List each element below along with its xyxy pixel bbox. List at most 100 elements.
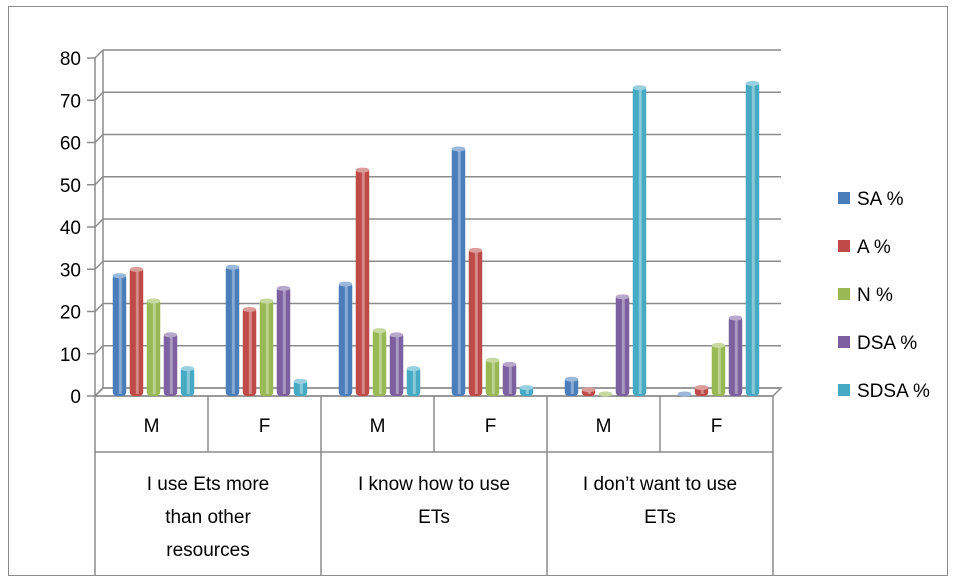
gridline-depth bbox=[94, 91, 104, 101]
x-group-label: ETs bbox=[644, 507, 676, 528]
y-tick-label: 80 bbox=[60, 49, 81, 70]
bar-highlight bbox=[700, 387, 704, 394]
bar bbox=[129, 266, 144, 396]
bar bbox=[242, 307, 257, 396]
bar-highlight bbox=[135, 269, 139, 394]
bar bbox=[225, 264, 240, 396]
legend-label: DSA % bbox=[857, 333, 917, 354]
bar-highlight bbox=[299, 381, 303, 394]
legend-label: N % bbox=[857, 285, 893, 306]
x-category-label: F bbox=[259, 416, 271, 437]
bar-highlight bbox=[265, 301, 269, 394]
bar-highlight bbox=[378, 330, 382, 394]
bar bbox=[502, 361, 517, 396]
gridline-depth bbox=[94, 218, 104, 228]
legend-swatch bbox=[838, 240, 850, 252]
bar-highlight bbox=[169, 334, 173, 394]
bar-highlight bbox=[152, 301, 156, 394]
x-group-label: I use Ets more bbox=[147, 474, 270, 495]
bar-highlight bbox=[282, 288, 286, 394]
bar-top bbox=[293, 378, 308, 384]
y-tick-label: 30 bbox=[60, 260, 81, 281]
bar bbox=[338, 281, 353, 396]
bar bbox=[632, 85, 647, 396]
bar bbox=[728, 315, 743, 396]
bar-top bbox=[163, 332, 178, 338]
bar-top bbox=[338, 281, 353, 287]
bar bbox=[276, 285, 291, 396]
bar-top bbox=[225, 264, 240, 270]
bar-top bbox=[242, 307, 257, 312]
y-tick-label: 40 bbox=[60, 218, 81, 239]
y-tick-label: 20 bbox=[60, 303, 81, 324]
bar-top bbox=[485, 357, 500, 363]
y-tick-label: 60 bbox=[60, 134, 81, 155]
bar bbox=[598, 391, 613, 397]
bar-top bbox=[677, 391, 692, 397]
legend-label: SDSA % bbox=[857, 381, 930, 402]
bar-highlight bbox=[734, 317, 738, 394]
gridline-depth bbox=[94, 387, 104, 397]
bar bbox=[615, 294, 630, 396]
bar bbox=[293, 378, 308, 396]
bar bbox=[146, 298, 161, 396]
bar bbox=[468, 247, 483, 396]
bar-top bbox=[598, 391, 613, 397]
bar-highlight bbox=[248, 309, 252, 394]
bar-top bbox=[581, 387, 596, 393]
x-group-label: I don’t want to use bbox=[583, 474, 737, 495]
gridline-depth bbox=[94, 302, 104, 313]
x-group-label: than other bbox=[165, 507, 251, 528]
bar bbox=[564, 376, 579, 396]
bar bbox=[355, 167, 370, 396]
bar bbox=[694, 385, 709, 396]
bar-highlight bbox=[621, 296, 625, 394]
bar-highlight bbox=[395, 334, 399, 394]
y-tick-label: 0 bbox=[70, 387, 81, 408]
x-group-label: resources bbox=[166, 540, 249, 561]
bar bbox=[451, 146, 466, 396]
bar-top bbox=[502, 361, 517, 367]
bar-highlight bbox=[491, 360, 495, 394]
x-category-label: F bbox=[485, 416, 497, 437]
x-group-label: ETs bbox=[418, 507, 450, 528]
bar-top bbox=[564, 376, 579, 382]
bar bbox=[711, 342, 726, 396]
bar bbox=[389, 332, 404, 396]
bar-highlight bbox=[361, 170, 365, 394]
bar-highlight bbox=[186, 368, 190, 394]
legend-swatch bbox=[838, 336, 850, 348]
bar-highlight bbox=[570, 379, 574, 394]
bar-top bbox=[129, 266, 144, 272]
bar-top bbox=[519, 385, 534, 391]
gridline-depth bbox=[94, 260, 104, 270]
bar bbox=[112, 273, 127, 396]
bar-top bbox=[694, 385, 709, 391]
bar-top bbox=[389, 332, 404, 338]
bar-top bbox=[112, 273, 127, 279]
bar-top bbox=[146, 298, 161, 304]
bar-highlight bbox=[118, 275, 122, 394]
bar-highlight bbox=[344, 284, 348, 394]
x-category-label: M bbox=[144, 416, 160, 437]
bar-highlight bbox=[525, 387, 529, 394]
bar-highlight bbox=[412, 368, 416, 394]
x-category-label: M bbox=[596, 416, 612, 437]
bar-top bbox=[615, 294, 630, 300]
bar bbox=[372, 328, 387, 396]
bar-top bbox=[276, 285, 291, 291]
gridline-depth bbox=[94, 133, 104, 144]
bar bbox=[406, 366, 421, 396]
bar bbox=[259, 298, 274, 396]
bar-highlight bbox=[457, 148, 461, 394]
bar-highlight bbox=[717, 345, 721, 394]
bar-top bbox=[468, 247, 483, 253]
bar-highlight bbox=[638, 87, 642, 394]
bar-highlight bbox=[474, 250, 478, 394]
legend-label: SA % bbox=[857, 189, 904, 210]
gridline-depth bbox=[94, 345, 104, 355]
y-tick-label: 70 bbox=[60, 91, 81, 112]
y-tick-label: 50 bbox=[60, 176, 81, 197]
legend-swatch bbox=[838, 384, 850, 396]
